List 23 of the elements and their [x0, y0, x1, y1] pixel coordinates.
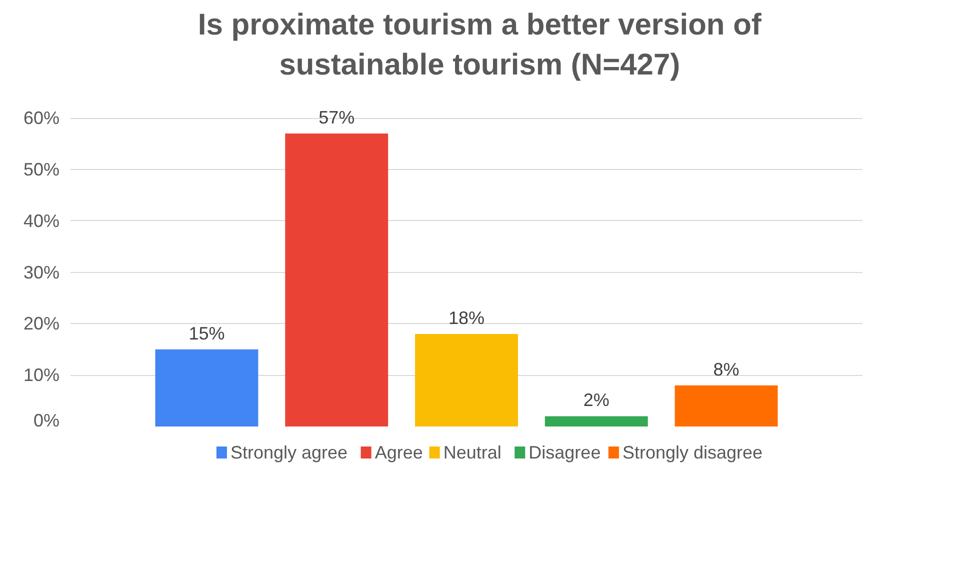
data-label: 18% — [448, 308, 485, 328]
data-label: 2% — [583, 390, 610, 410]
y-tick-label: 10% — [23, 365, 60, 386]
bar — [544, 416, 648, 426]
y-tick-label: 30% — [23, 262, 60, 282]
legend-label: Neutral — [443, 442, 502, 462]
data-label: 15% — [188, 323, 225, 344]
y-tick-label: 40% — [23, 210, 60, 231]
bar — [415, 334, 518, 426]
chart-title: Is proximate tourism a better version of sustainable tourism (N=427) — [198, 8, 762, 82]
bar — [285, 134, 388, 426]
y-tick-label: 0% — [33, 410, 60, 430]
legend-label: Strongly agree — [230, 442, 348, 462]
y-tick-label: 50% — [23, 159, 60, 180]
y-tick-label: 60% — [23, 108, 60, 128]
data-label: 57% — [318, 108, 355, 128]
legend-label: Agree — [374, 442, 423, 462]
y-tick-label: 20% — [23, 314, 60, 334]
legend-label: Strongly disagree — [622, 442, 763, 462]
legend-label: Disagree — [528, 442, 601, 462]
data-label: 8% — [713, 359, 740, 380]
bar — [674, 385, 778, 426]
bar — [155, 349, 258, 426]
